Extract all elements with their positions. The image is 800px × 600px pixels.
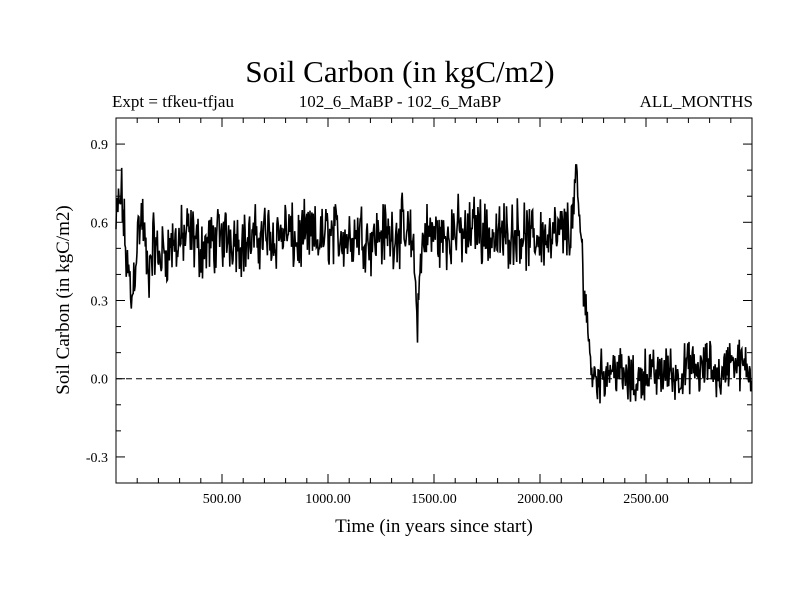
chart-title: Soil Carbon (in kgC/m2) — [245, 54, 555, 89]
comparison-label: 102_6_MaBP - 102_6_MaBP — [298, 92, 502, 111]
x-axis-title: Time (in years since start) — [335, 516, 533, 537]
y-tick-label: -0.3 — [86, 451, 108, 466]
x-tick-label: 1000.00 — [305, 492, 351, 507]
series-line — [115, 164, 753, 404]
plot-frame — [115, 117, 753, 484]
experiment-label: Expt = tfkeu-tfjau — [112, 92, 234, 111]
x-tick-label: 2500.00 — [623, 492, 669, 507]
y-tick-label: 0.0 — [91, 373, 109, 388]
x-tick-label: 500.00 — [203, 492, 242, 507]
months-label: ALL_MONTHS — [639, 92, 753, 111]
y-axis-title: Soil Carbon (in kgC/m2) — [53, 205, 74, 394]
x-tick-label: 2000.00 — [517, 492, 563, 507]
y-tick-label: 0.3 — [91, 295, 109, 310]
x-tick-label: 1500.00 — [411, 492, 457, 507]
y-tick-label: 0.9 — [91, 138, 109, 153]
y-tick-label: 0.6 — [91, 216, 109, 231]
